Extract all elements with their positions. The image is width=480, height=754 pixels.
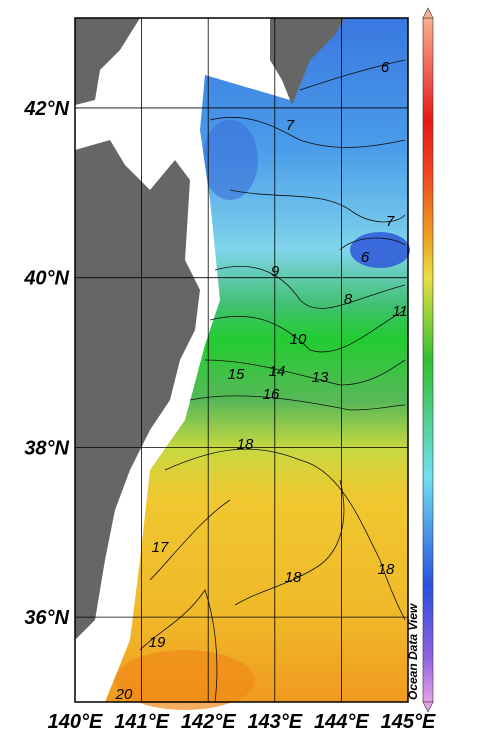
contour-label: 19 <box>149 634 166 651</box>
land <box>270 18 345 105</box>
x-tick-label: 144°E <box>314 711 369 733</box>
x-tick-label: 143°E <box>247 711 302 733</box>
contour-line <box>204 359 406 386</box>
contour-line <box>214 265 406 309</box>
contour-label: 8 <box>344 291 353 308</box>
contour-label: 6 <box>381 59 390 76</box>
contour-line <box>229 189 406 223</box>
colorbar-extend <box>422 701 434 713</box>
frame <box>74 17 409 703</box>
y-tick-label: 38°N <box>24 437 69 459</box>
field-high <box>115 650 255 710</box>
colorbar-scale <box>422 17 434 703</box>
contour-label: 20 <box>115 686 133 703</box>
contour-line <box>299 59 406 91</box>
contour-label: 7 <box>386 213 395 230</box>
contour-line <box>209 116 406 148</box>
contour-line <box>164 448 406 621</box>
contour-label: 18 <box>378 561 395 578</box>
land <box>75 18 140 105</box>
contour-label: 17 <box>152 539 169 556</box>
y-tick-label: 42°N <box>23 98 69 120</box>
contour-label: 16 <box>263 386 280 403</box>
land <box>75 140 200 640</box>
contour-label: 7 <box>286 117 295 134</box>
contours <box>139 59 406 703</box>
contour-label: 15 <box>228 366 245 383</box>
contour-label: 18 <box>237 436 254 453</box>
contour-label: 9 <box>271 263 280 280</box>
contour-label: 13 <box>312 369 329 386</box>
contour-label: 18 <box>285 569 302 586</box>
contour-label: 14 <box>269 363 286 380</box>
contour-line <box>209 309 406 353</box>
watermark: Ocean Data View <box>406 603 420 700</box>
contour-line <box>234 479 345 606</box>
field-low <box>202 120 258 200</box>
y-tick-label: 36°N <box>24 607 69 629</box>
x-tick-label: 141°E <box>114 711 169 733</box>
colorbar-extend <box>422 7 434 19</box>
contour-label: 10 <box>290 331 307 348</box>
y-tick-label: 40°N <box>23 268 69 290</box>
x-tick-label: 142°E <box>181 711 236 733</box>
contour-line <box>189 395 406 411</box>
contour-line <box>339 237 406 251</box>
contour-line <box>139 589 218 703</box>
colorbar <box>422 7 434 713</box>
x-tick-label: 145°E <box>381 711 436 733</box>
field-low <box>350 232 410 268</box>
contour-line <box>149 499 231 581</box>
contour-label: 11 <box>392 303 408 320</box>
contour-label: 6 <box>361 249 370 266</box>
x-tick-label: 140°E <box>48 711 103 733</box>
